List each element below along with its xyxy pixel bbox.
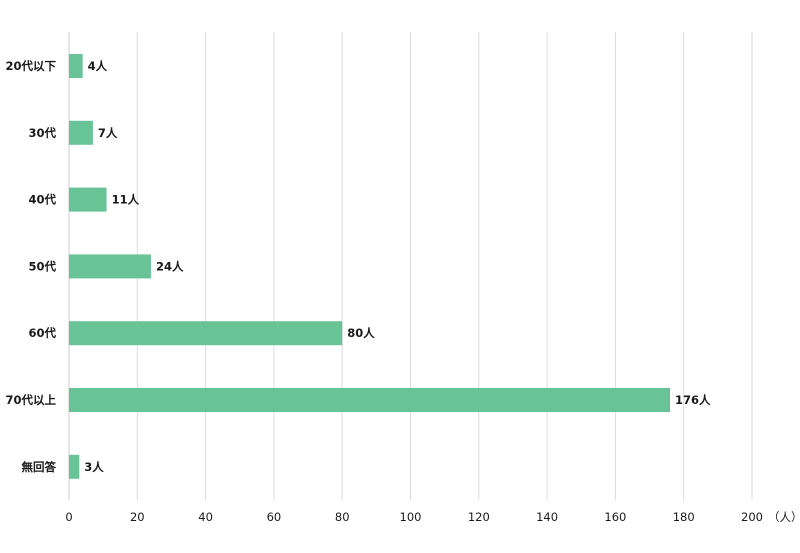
bar-3: [69, 187, 107, 212]
value-label-2: 7人: [98, 126, 118, 140]
x-tick-label-140: 140: [536, 510, 558, 524]
x-tick-label-100: 100: [400, 510, 422, 524]
category-label-2: 30代: [28, 126, 56, 140]
bar-4: [69, 254, 151, 279]
x-tick-label-60: 60: [267, 510, 282, 524]
category-label-7: 無回答: [22, 460, 57, 474]
value-label-5: 80人: [347, 326, 375, 340]
x-axis-unit-label: （人）: [768, 510, 800, 524]
bar-6: [69, 388, 671, 412]
category-label-6: 70代以上: [5, 393, 56, 407]
value-label-1: 4人: [88, 59, 108, 73]
x-tick-label-160: 160: [604, 510, 626, 524]
value-label-4: 24人: [156, 259, 184, 273]
grid-lines: [68, 32, 753, 500]
bar-7: [69, 454, 80, 479]
category-label-4: 50代: [28, 259, 56, 273]
bars: [69, 54, 671, 479]
bar-2: [69, 120, 93, 145]
bar-1: [69, 54, 83, 78]
x-tick-label-120: 120: [468, 510, 490, 524]
category-label-1: 20代以下: [5, 59, 56, 73]
value-labels: 4人 7人 11人 24人 80人 176人 3人: [84, 59, 711, 474]
x-tick-label-180: 180: [673, 510, 695, 524]
x-tick-label-40: 40: [198, 510, 213, 524]
category-label-3: 40代: [28, 193, 56, 207]
x-tick-label-20: 20: [130, 510, 145, 524]
value-label-3: 11人: [112, 193, 140, 207]
x-tick-label-80: 80: [335, 510, 350, 524]
value-label-7: 3人: [84, 460, 104, 474]
x-tick-label-200: 200: [741, 510, 763, 524]
x-axis-ticks: 0 20 40 60 80 100 120 140 160 180 200: [65, 510, 763, 524]
category-label-5: 60代: [28, 326, 56, 340]
bar-5: [69, 321, 343, 346]
x-tick-label-0: 0: [65, 510, 72, 524]
value-label-6: 176人: [675, 393, 711, 407]
